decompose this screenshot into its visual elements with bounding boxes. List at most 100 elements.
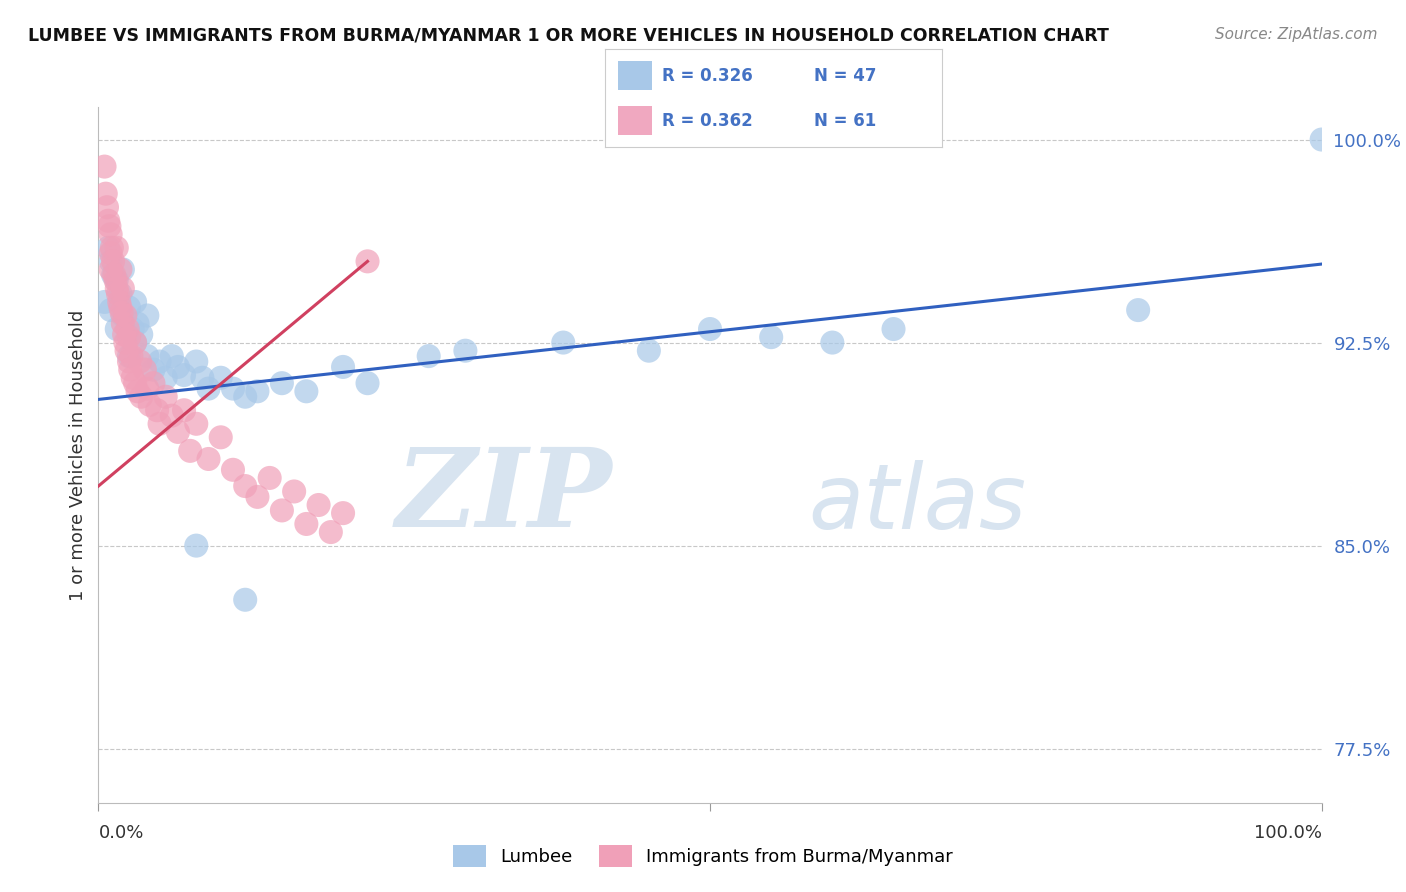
Point [136,309,159,323]
Point [186,539,208,553]
Point [233,592,256,607]
Point [233,479,256,493]
Point [142,362,165,376]
Point [101,241,124,255]
Point [114,309,136,323]
Point [129,390,152,404]
Point [105,281,128,295]
Point [112,327,135,342]
Point [173,403,195,417]
Point [111,262,134,277]
Point [1310,132,1333,146]
Point [98,219,121,234]
Point [270,503,294,517]
Point [100,303,122,318]
Point [821,335,844,350]
Point [155,390,177,404]
Y-axis label: 1 or more Vehicles in Household: 1 or more Vehicles in Household [69,310,87,600]
Point [103,268,125,282]
Point [1128,303,1150,318]
Point [233,390,256,404]
Text: N = 61: N = 61 [814,112,876,129]
Bar [619,106,652,136]
Point [222,382,245,396]
Bar [619,61,652,90]
Point [136,382,159,396]
Point [356,376,378,391]
Point [94,186,117,201]
Point [418,349,440,363]
Point [96,200,118,214]
Point [246,490,269,504]
Point [124,335,146,350]
Point [124,376,146,391]
Point [108,295,131,310]
Point [883,322,905,336]
Point [111,309,134,323]
Point [209,371,232,385]
Point [100,227,122,242]
Text: Source: ZipAtlas.com: Source: ZipAtlas.com [1215,27,1378,42]
Text: R = 0.326: R = 0.326 [662,67,752,85]
Point [146,403,169,417]
Point [110,286,132,301]
Point [118,349,141,363]
Point [107,286,129,301]
Point [124,335,146,350]
Point [93,160,115,174]
Point [149,354,172,368]
Point [160,409,183,423]
Point [259,471,281,485]
Text: atlas: atlas [808,459,1026,548]
Text: ZIP: ZIP [395,443,612,550]
Point [110,262,132,277]
Point [118,301,141,315]
Point [283,484,305,499]
Point [111,306,134,320]
Point [155,371,177,385]
Point [105,322,128,336]
Point [167,359,190,374]
Point [356,254,378,268]
Point [120,362,142,376]
Point [222,463,245,477]
Point [111,317,134,331]
Text: 100.0%: 100.0% [1254,824,1322,842]
Text: 0.0%: 0.0% [98,824,143,842]
Point [173,368,195,382]
Point [105,241,128,255]
Point [270,376,294,391]
Point [553,335,575,350]
Point [105,273,128,287]
Point [191,371,214,385]
Text: R = 0.362: R = 0.362 [662,112,752,129]
Point [101,254,124,268]
Point [115,343,138,358]
Point [129,327,152,342]
Point [121,371,143,385]
Point [246,384,269,399]
Point [110,301,132,315]
Text: N = 47: N = 47 [814,67,876,85]
Text: LUMBEE VS IMMIGRANTS FROM BURMA/MYANMAR 1 OR MORE VEHICLES IN HOUSEHOLD CORRELAT: LUMBEE VS IMMIGRANTS FROM BURMA/MYANMAR … [28,27,1109,45]
Point [295,516,318,531]
Point [118,330,141,344]
Point [114,335,136,350]
Point [637,343,661,358]
Point [454,343,477,358]
Point [127,384,149,399]
Point [197,382,219,396]
Point [101,268,124,282]
Point [134,362,156,376]
Point [111,281,134,295]
Point [127,317,149,331]
Point [124,295,146,310]
Point [136,349,159,363]
Point [332,506,354,520]
Point [100,262,122,277]
Point [332,359,354,374]
Point [186,354,208,368]
Point [93,295,115,310]
Point [699,322,721,336]
Point [97,213,120,227]
